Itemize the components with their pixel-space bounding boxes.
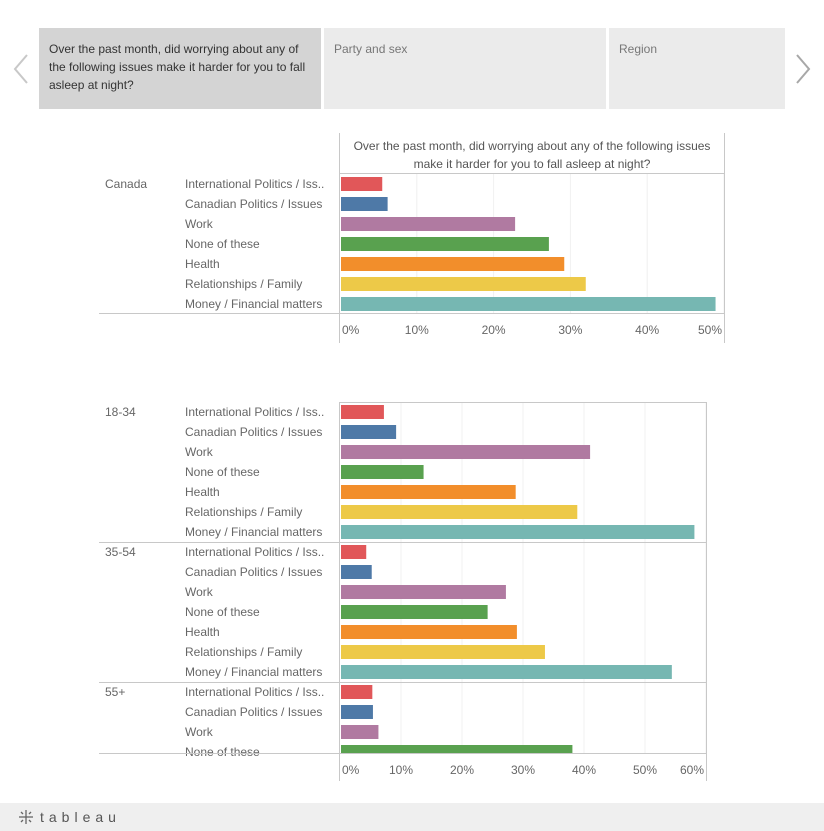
- category-label: International Politics / Iss..: [185, 405, 324, 419]
- chevron-left-icon: [13, 54, 28, 84]
- bar: [341, 565, 372, 579]
- category-label: Work: [185, 725, 214, 739]
- category-label: Health: [185, 485, 220, 499]
- category-label: Relationships / Family: [185, 277, 302, 291]
- category-label: Money / Financial matters: [185, 525, 322, 539]
- bar: [341, 745, 573, 753]
- bar: [341, 177, 383, 191]
- category-label: Work: [185, 445, 214, 459]
- bar: [341, 525, 695, 539]
- bar: [341, 277, 586, 291]
- bar: [341, 665, 672, 679]
- bar: [341, 625, 517, 639]
- category-label: International Politics / Iss..: [185, 545, 324, 559]
- prev-arrow[interactable]: [9, 52, 33, 86]
- x-tick-label: 10%: [405, 323, 429, 337]
- bar: [341, 685, 373, 699]
- category-label: Work: [185, 217, 214, 231]
- category-label: Canadian Politics / Issues: [185, 425, 322, 439]
- next-arrow[interactable]: [791, 52, 815, 86]
- chart-canada: Canada International Politics / Iss.. Cana…: [99, 133, 725, 343]
- bar: [341, 645, 545, 659]
- category-label: Relationships / Family: [185, 505, 302, 519]
- group-label: Canada: [105, 177, 147, 191]
- category-label: None of these: [185, 237, 260, 251]
- tableau-logo[interactable]: tableau: [18, 809, 121, 825]
- tab-label: Region: [619, 42, 658, 56]
- x-tick-label: 20%: [450, 763, 474, 777]
- tab-label: Over the past month, did worrying about …: [49, 42, 306, 92]
- tableau-wordmark: tableau: [40, 809, 121, 825]
- category-label: None of these: [185, 745, 260, 759]
- tab-party-and-sex[interactable]: Party and sex: [324, 28, 606, 109]
- bar: [341, 405, 384, 419]
- bar: [341, 297, 716, 311]
- category-label: Money / Financial matters: [185, 665, 322, 679]
- group-label: 18-34: [105, 405, 136, 419]
- tableau-logo-icon: [19, 810, 33, 824]
- chart-age-groups: 18-34 International Politics / Iss.. Canad…: [99, 402, 707, 781]
- category-label: None of these: [185, 605, 260, 619]
- category-label: Health: [185, 625, 220, 639]
- x-tick-label: 10%: [389, 763, 413, 777]
- x-tick-label: 60%: [680, 763, 704, 777]
- category-label: Canadian Politics / Issues: [185, 197, 322, 211]
- x-tick-label: 50%: [698, 323, 722, 337]
- bar: [341, 505, 578, 519]
- x-tick-label: 0%: [342, 763, 360, 777]
- category-label: International Politics / Iss..: [185, 177, 324, 191]
- category-label: Canadian Politics / Issues: [185, 705, 322, 719]
- bar: [341, 585, 506, 599]
- category-label: Canadian Politics / Issues: [185, 565, 322, 579]
- tab-region[interactable]: Region: [609, 28, 785, 109]
- category-label: Health: [185, 257, 220, 271]
- category-label: Work: [185, 585, 214, 599]
- footer: tableau: [0, 803, 824, 831]
- bar: [341, 257, 565, 271]
- tab-label: Party and sex: [334, 42, 408, 56]
- bar: [341, 445, 591, 459]
- category-label: International Politics / Iss..: [185, 685, 324, 699]
- x-tick-label: 30%: [511, 763, 535, 777]
- bar: [341, 545, 367, 559]
- x-tick-label: 20%: [482, 323, 506, 337]
- bar: [341, 725, 379, 739]
- chevron-right-icon: [796, 54, 811, 84]
- group-label: 55+: [105, 685, 125, 699]
- chart-title: Over the past month, did worrying about …: [353, 139, 711, 171]
- category-label: None of these: [185, 465, 260, 479]
- bar: [341, 485, 516, 499]
- tab-sleep-question[interactable]: Over the past month, did worrying about …: [39, 28, 321, 109]
- bar: [341, 197, 388, 211]
- category-label: Relationships / Family: [185, 645, 302, 659]
- bar: [341, 237, 549, 251]
- category-label: Money / Financial matters: [185, 297, 322, 311]
- x-tick-label: 50%: [633, 763, 657, 777]
- bar: [341, 605, 488, 619]
- bar: [341, 217, 516, 231]
- bar: [341, 705, 373, 719]
- x-tick-label: 40%: [572, 763, 596, 777]
- x-tick-label: 30%: [558, 323, 582, 337]
- bar: [341, 425, 397, 439]
- x-tick-label: 0%: [342, 323, 360, 337]
- group-label: 35-54: [105, 545, 136, 559]
- x-tick-label: 40%: [635, 323, 659, 337]
- bar: [341, 465, 424, 479]
